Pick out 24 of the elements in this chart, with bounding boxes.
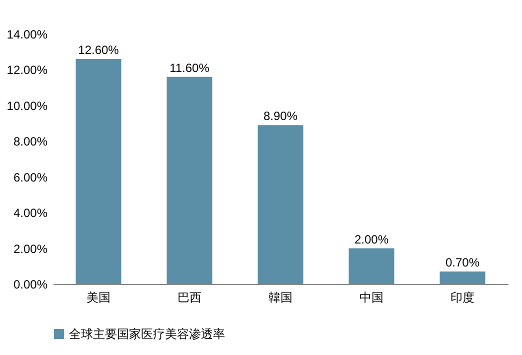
y-tick-label: 8.00%: [13, 134, 48, 149]
text: 11.60%: [170, 60, 210, 75]
y-tick-label: 10.00%: [6, 98, 48, 113]
x-tick-label: 中国: [360, 290, 384, 304]
x-tick-label: 巴西: [178, 290, 202, 304]
bar: [258, 125, 304, 284]
y-tick-label: 6.00%: [13, 170, 48, 184]
bar: [166, 76, 212, 284]
bar: [440, 272, 486, 284]
text: 2.00%: [354, 232, 389, 246]
y-tick-label: 12.00%: [6, 63, 48, 78]
x-tick-label: 印度: [450, 290, 474, 304]
x-tick-label: 韓国: [268, 290, 292, 304]
y-tick-label: 14.00%: [6, 28, 48, 42]
text: 12.60%: [78, 43, 119, 57]
x-tick-label: 美国: [86, 290, 110, 304]
text: 8.90%: [263, 109, 298, 124]
y-tick-label: 2.00%: [13, 242, 48, 256]
legend-label: 全球主要国家医疗美容渗透率: [69, 327, 225, 341]
bar: [348, 248, 394, 284]
bar: [76, 59, 122, 284]
y-tick-label: 4.00%: [13, 206, 48, 220]
text: 0.70%: [445, 256, 480, 270]
y-tick-label: 0.00%: [13, 278, 48, 292]
